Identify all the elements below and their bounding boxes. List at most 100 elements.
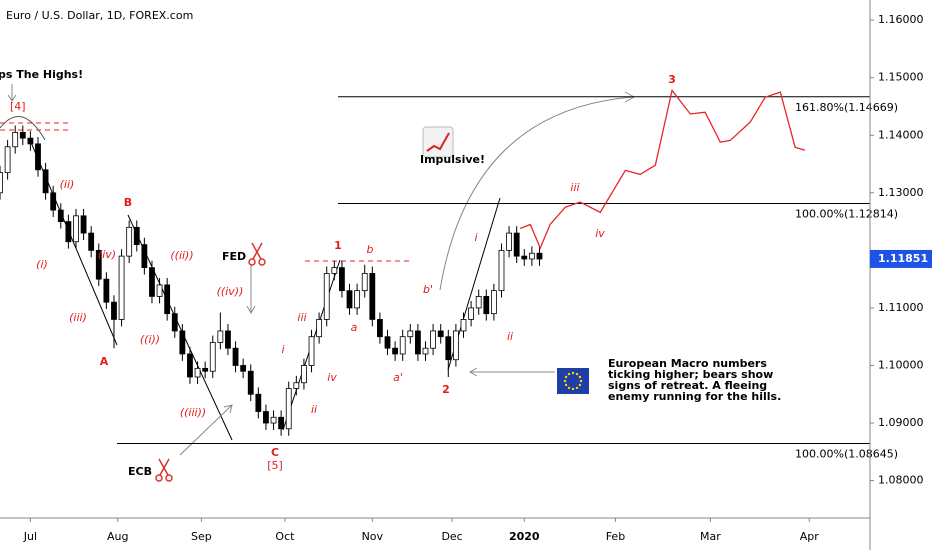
candle-body bbox=[293, 382, 300, 389]
scissors-icon bbox=[155, 458, 173, 482]
note-line: European Macro numbers bbox=[608, 357, 767, 370]
candle-body bbox=[437, 330, 444, 338]
candle-body bbox=[452, 330, 459, 361]
candle-body bbox=[270, 416, 277, 424]
wave-label: b bbox=[367, 243, 374, 256]
candle-body bbox=[27, 137, 34, 145]
candle-body bbox=[263, 411, 269, 424]
flag-star bbox=[578, 375, 582, 379]
candle-body bbox=[316, 319, 323, 338]
y-tick-label: 1.16000 bbox=[878, 13, 924, 26]
wave-label: 1 bbox=[334, 239, 342, 252]
candle-body bbox=[361, 272, 368, 292]
wave-label: a bbox=[351, 321, 358, 334]
flag-star bbox=[575, 372, 579, 376]
candle-body bbox=[225, 330, 231, 349]
y-tick-label: 1.13000 bbox=[878, 186, 924, 199]
candle-body bbox=[369, 272, 376, 320]
x-tick-label: 2020 bbox=[509, 530, 540, 543]
wave-label: (ii) bbox=[60, 178, 75, 191]
flag-star bbox=[578, 383, 582, 387]
candle-body bbox=[468, 307, 474, 320]
wave-label: ii bbox=[311, 403, 317, 416]
candle-body bbox=[141, 244, 148, 269]
x-tick-label: Sep bbox=[191, 530, 212, 543]
candle-body bbox=[73, 215, 79, 243]
wave-label: i bbox=[474, 231, 477, 244]
candle-body bbox=[12, 131, 19, 148]
wave-label: i bbox=[281, 343, 284, 356]
y-tick-label: 1.15000 bbox=[878, 71, 924, 84]
candle-body bbox=[42, 169, 49, 194]
candle-body bbox=[285, 388, 292, 430]
arc-arrow bbox=[439, 96, 634, 291]
wave-label: (iii) bbox=[69, 311, 87, 324]
arrow-head bbox=[468, 367, 478, 377]
wave-label: iii bbox=[297, 311, 306, 324]
arc bbox=[0, 116, 46, 141]
fib-level-label: 161.80%(1.14669) bbox=[795, 101, 898, 114]
candle-body bbox=[521, 255, 528, 260]
candle-body bbox=[103, 278, 110, 303]
note-line: enemy running for the hills. bbox=[608, 390, 781, 403]
wave-label: ((i)) bbox=[140, 333, 160, 346]
chart-title: Euro / U.S. Dollar, 1D, FOREX.com bbox=[6, 9, 193, 22]
arrow-head bbox=[7, 94, 17, 102]
wave-label: Impulsive! bbox=[420, 153, 485, 166]
x-tick-label: Nov bbox=[362, 530, 384, 543]
wave-label: ((iv)) bbox=[217, 285, 244, 298]
candle-body bbox=[50, 192, 57, 211]
candle-body bbox=[346, 290, 353, 309]
candle-body bbox=[118, 255, 125, 320]
candle-body bbox=[445, 336, 452, 361]
candle-body bbox=[126, 226, 133, 257]
candle-body bbox=[278, 416, 285, 430]
y-tick-label: 1.11000 bbox=[878, 301, 924, 314]
candle-body bbox=[392, 347, 399, 355]
wave-label: (iv) bbox=[98, 248, 116, 261]
icons bbox=[155, 126, 589, 482]
candle-body bbox=[111, 301, 117, 320]
candle-body bbox=[171, 313, 178, 332]
x-tick-label: Mar bbox=[700, 530, 721, 543]
wave-label: iv bbox=[595, 227, 605, 240]
wave-label: iv bbox=[327, 371, 337, 384]
candle-body bbox=[384, 336, 391, 349]
fib-level-label: 100.00%(1.08645) bbox=[795, 447, 898, 460]
candle-body bbox=[331, 267, 338, 274]
candle-body bbox=[133, 226, 140, 246]
candle-body bbox=[308, 336, 315, 366]
candle-body bbox=[490, 290, 497, 315]
candle-body bbox=[407, 330, 414, 338]
candle-body bbox=[506, 232, 512, 251]
candle-body bbox=[202, 367, 209, 372]
wave-label: ps The Highs! bbox=[0, 68, 83, 81]
projection-line bbox=[519, 88, 806, 250]
candle-body bbox=[217, 330, 224, 343]
flag-star bbox=[571, 387, 575, 391]
candle-body bbox=[460, 319, 467, 332]
candle-body bbox=[179, 330, 186, 355]
x-tick-label: Dec bbox=[441, 530, 462, 543]
candle-body bbox=[301, 365, 307, 384]
candle-body bbox=[323, 272, 330, 320]
candle-body bbox=[536, 252, 543, 260]
y-tick-label: 1.10000 bbox=[878, 358, 924, 371]
candle-body bbox=[95, 249, 102, 280]
wave-label: ((ii)) bbox=[170, 249, 193, 262]
plot-area: 161.80%(1.14669) 100.00%(1.12814) 100.00%(… bbox=[0, 68, 898, 478]
wave-label: ((iii)) bbox=[180, 406, 206, 419]
candle-body bbox=[498, 249, 505, 292]
x-tick-label: Feb bbox=[606, 530, 625, 543]
candle-body bbox=[415, 330, 421, 355]
candle-body bbox=[35, 143, 41, 171]
candle-body bbox=[232, 347, 239, 366]
candle-body bbox=[377, 319, 383, 338]
candle-body bbox=[164, 284, 171, 315]
arrow-head bbox=[246, 305, 256, 315]
candle-body bbox=[194, 367, 201, 378]
flag-star bbox=[564, 383, 568, 387]
candle-body bbox=[19, 131, 26, 139]
candle-body bbox=[255, 393, 262, 412]
